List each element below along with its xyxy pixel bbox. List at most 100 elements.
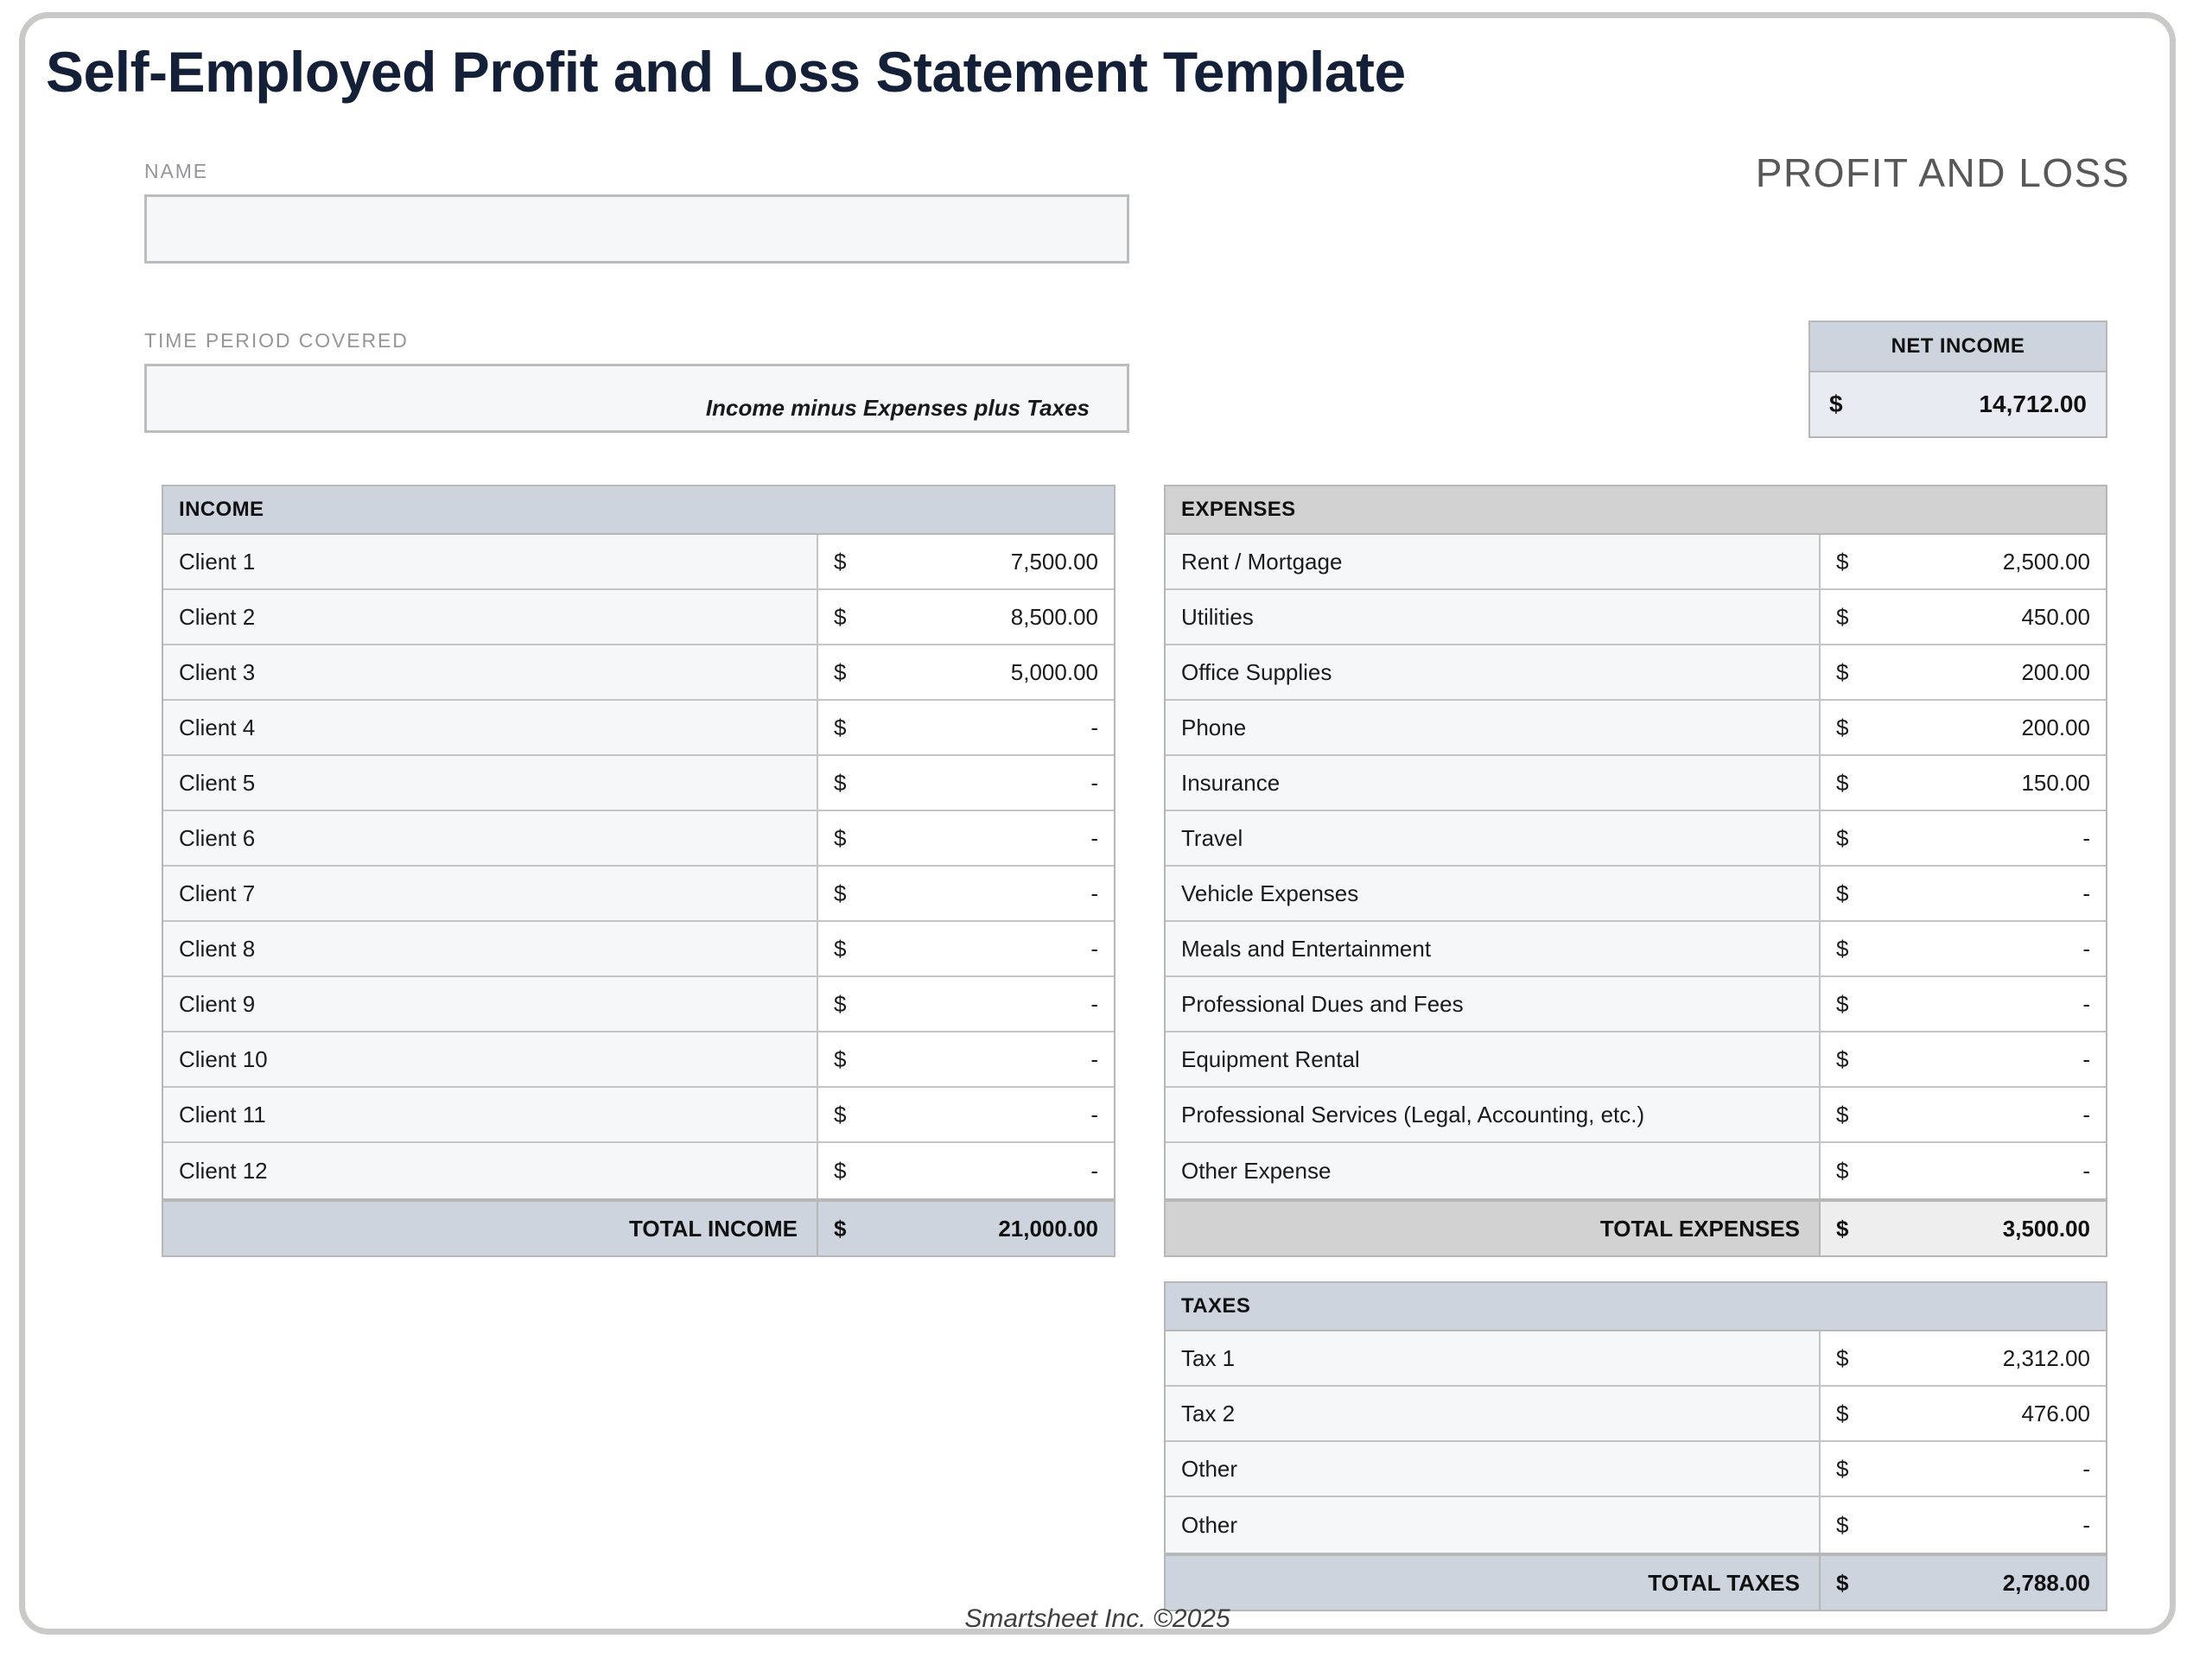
currency-symbol: $ <box>1836 769 1849 796</box>
net-income-amount: 14,712.00 <box>1979 391 2087 417</box>
income-row-amount: - <box>1090 1101 1098 1128</box>
income-row-value[interactable]: $ - <box>818 1143 1114 1198</box>
expense-row-amount: 2,500.00 <box>2002 548 2090 575</box>
tax-row-value[interactable]: $2,312.00 <box>1821 1331 2106 1385</box>
table-row[interactable]: Professional Services (Legal, Accounting… <box>1166 1088 2106 1143</box>
table-row[interactable]: Client 10 $ - <box>163 1032 1114 1088</box>
income-row-value[interactable]: $ - <box>818 977 1114 1031</box>
income-row-value[interactable]: $ - <box>818 811 1114 865</box>
net-income-header: NET INCOME <box>1810 322 2106 372</box>
name-input[interactable] <box>144 194 1129 264</box>
expense-row-label: Equipment Rental <box>1166 1032 1821 1086</box>
expense-row-value[interactable]: $2,500.00 <box>1821 535 2106 588</box>
expense-row-label: Other Expense <box>1166 1143 1821 1198</box>
table-row[interactable]: Other Expense $ - <box>1166 1143 2106 1198</box>
expense-row-amount: - <box>2082 880 2090 906</box>
table-row[interactable]: Other $ - <box>1166 1497 2106 1553</box>
currency-symbol: $ <box>1836 1344 1849 1371</box>
tax-row-value[interactable]: $476.00 <box>1821 1387 2106 1440</box>
expense-row-value[interactable]: $200.00 <box>1821 701 2106 754</box>
income-row-value[interactable]: $ - <box>818 867 1114 920</box>
taxes-rows: Tax 1 $2,312.00 Tax 2 $476.00 Other $ - Other $ - <box>1166 1331 2106 1553</box>
expense-row-value[interactable]: $ - <box>1821 1032 2106 1086</box>
table-row[interactable]: Meals and Entertainment $ - <box>1166 922 2106 977</box>
expense-row-value[interactable]: $200.00 <box>1821 645 2106 699</box>
net-income-box: NET INCOME $ 14,712.00 <box>1808 321 2107 438</box>
expense-row-value[interactable]: $ - <box>1821 811 2106 865</box>
table-row[interactable]: Client 2 $8,500.00 <box>163 590 1114 645</box>
expense-row-label: Phone <box>1166 701 1821 754</box>
currency-symbol: $ <box>1836 1455 1849 1482</box>
tax-row-value[interactable]: $ - <box>1821 1497 2106 1553</box>
expense-row-amount: - <box>2082 935 2090 962</box>
expense-row-value[interactable]: $ - <box>1821 1143 2106 1198</box>
table-row[interactable]: Client 12 $ - <box>163 1143 1114 1198</box>
expense-row-value[interactable]: $450.00 <box>1821 590 2106 644</box>
income-row-value[interactable]: $8,500.00 <box>818 590 1114 644</box>
table-row[interactable]: Client 7 $ - <box>163 867 1114 922</box>
table-row[interactable]: Other $ - <box>1166 1442 2106 1497</box>
expense-row-value[interactable]: $ - <box>1821 867 2106 920</box>
income-row-label: Client 6 <box>163 811 818 865</box>
income-row-value[interactable]: $ - <box>818 1088 1114 1141</box>
table-row[interactable]: Client 4 $ - <box>163 701 1114 756</box>
currency-symbol: $ <box>1836 1400 1849 1426</box>
income-row-value[interactable]: $5,000.00 <box>818 645 1114 699</box>
table-row[interactable]: Client 1 $7,500.00 <box>163 535 1114 590</box>
currency-symbol: $ <box>1836 1569 1849 1596</box>
table-row[interactable]: Utilities $450.00 <box>1166 590 2106 645</box>
taxes-table: TAXES Tax 1 $2,312.00 Tax 2 $476.00 Other $ - O… <box>1164 1281 2107 1611</box>
income-row-value[interactable]: $ - <box>818 1032 1114 1086</box>
table-row[interactable]: Client 5 $ - <box>163 756 1114 811</box>
net-income-caption: Income minus Expenses plus Taxes <box>705 395 1090 421</box>
currency-symbol: $ <box>1836 603 1849 630</box>
table-row[interactable]: Travel $ - <box>1166 811 2106 867</box>
table-row[interactable]: Client 11 $ - <box>163 1088 1114 1143</box>
expenses-table-header: EXPENSES <box>1166 486 2106 535</box>
table-row[interactable]: Office Supplies $200.00 <box>1166 645 2106 701</box>
expense-row-amount: - <box>2082 1157 2090 1184</box>
table-row[interactable]: Tax 2 $476.00 <box>1166 1387 2106 1442</box>
currency-symbol: $ <box>834 1157 847 1184</box>
expense-row-value[interactable]: $150.00 <box>1821 756 2106 810</box>
table-row[interactable]: Client 6 $ - <box>163 811 1114 867</box>
currency-symbol: $ <box>834 990 847 1017</box>
income-row-amount: 5,000.00 <box>1010 658 1098 685</box>
table-row[interactable]: Client 8 $ - <box>163 922 1114 977</box>
currency-symbol: $ <box>834 1215 847 1242</box>
income-row-label: Client 9 <box>163 977 818 1031</box>
income-row-amount: - <box>1090 769 1098 796</box>
expense-row-value[interactable]: $ - <box>1821 1088 2106 1141</box>
currency-symbol: $ <box>1836 548 1849 575</box>
currency-symbol: $ <box>834 1101 847 1128</box>
tax-row-amount: 2,312.00 <box>2002 1344 2090 1371</box>
table-row[interactable]: Phone $200.00 <box>1166 701 2106 756</box>
income-table-header: INCOME <box>163 486 1114 535</box>
expense-row-value[interactable]: $ - <box>1821 977 2106 1031</box>
currency-symbol: $ <box>834 548 847 575</box>
currency-symbol: $ <box>1836 990 1849 1017</box>
table-row[interactable]: Tax 1 $2,312.00 <box>1166 1331 2106 1387</box>
tax-row-amount: 476.00 <box>2021 1400 2090 1426</box>
expense-row-value[interactable]: $ - <box>1821 922 2106 975</box>
table-row[interactable]: Equipment Rental $ - <box>1166 1032 2106 1088</box>
table-row[interactable]: Insurance $150.00 <box>1166 756 2106 811</box>
income-row-value[interactable]: $ - <box>818 756 1114 810</box>
expenses-total-row: TOTAL EXPENSES $ 3,500.00 <box>1166 1198 2106 1255</box>
table-row[interactable]: Professional Dues and Fees $ - <box>1166 977 2106 1032</box>
document-frame: Self-Employed Profit and Loss Statement … <box>19 12 2176 1635</box>
time-period-input[interactable] <box>144 364 1129 433</box>
currency-symbol: $ <box>1836 880 1849 906</box>
income-row-amount: - <box>1090 990 1098 1017</box>
income-total-row: TOTAL INCOME $ 21,000.00 <box>163 1198 1114 1255</box>
table-row[interactable]: Vehicle Expenses $ - <box>1166 867 2106 922</box>
table-row[interactable]: Rent / Mortgage $2,500.00 <box>1166 535 2106 590</box>
income-row-value[interactable]: $ - <box>818 701 1114 754</box>
income-row-value[interactable]: $ - <box>818 922 1114 975</box>
table-row[interactable]: Client 9 $ - <box>163 977 1114 1032</box>
income-total-value: $ 21,000.00 <box>818 1202 1114 1255</box>
tax-row-value[interactable]: $ - <box>1821 1442 2106 1496</box>
income-row-value[interactable]: $7,500.00 <box>818 535 1114 588</box>
table-row[interactable]: Client 3 $5,000.00 <box>163 645 1114 701</box>
expense-row-label: Insurance <box>1166 756 1821 810</box>
